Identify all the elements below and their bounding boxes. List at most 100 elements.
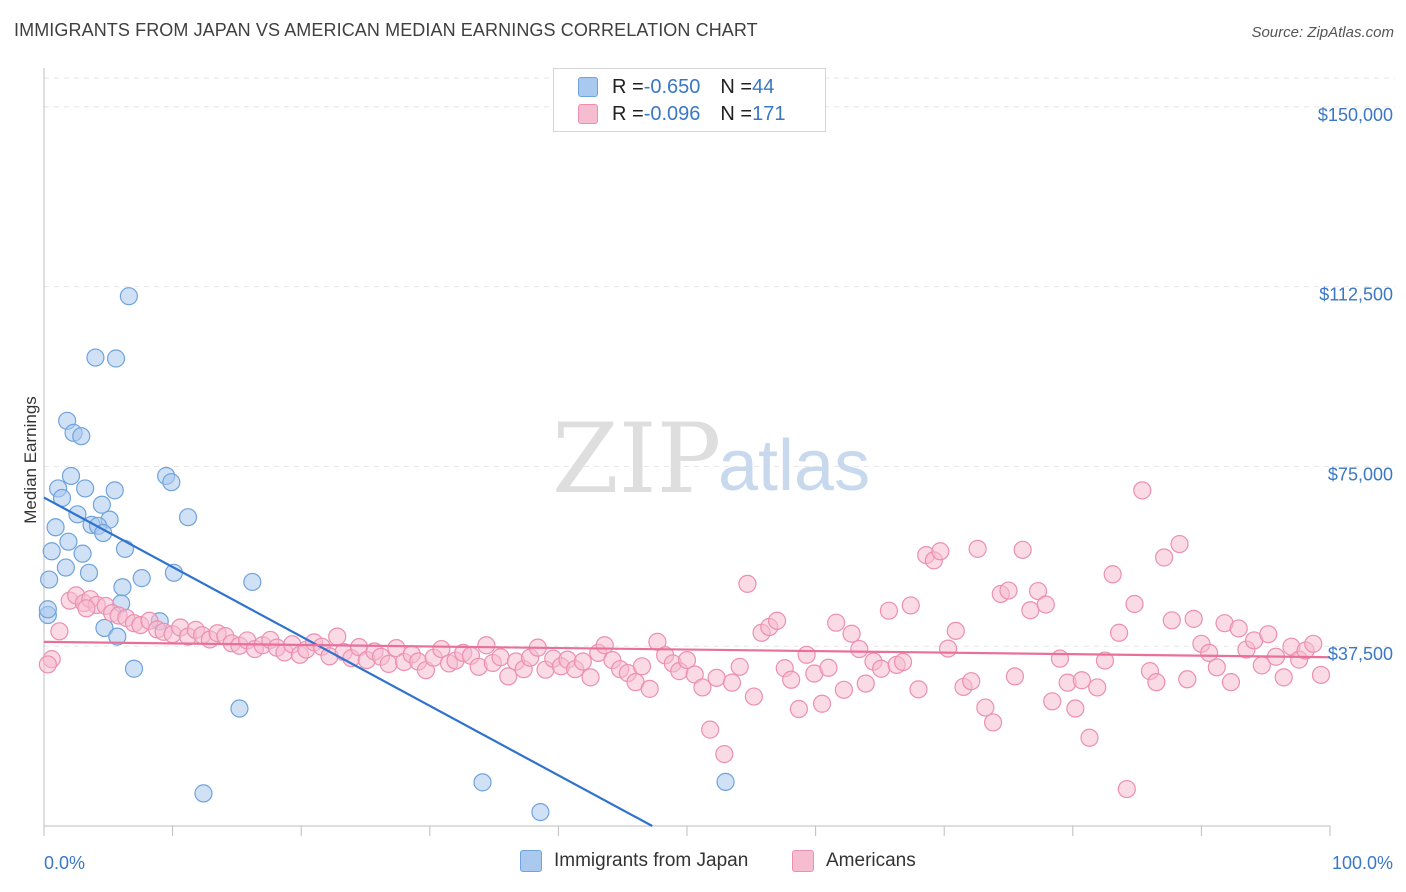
point-japan (56, 558, 75, 577)
point-americans (1117, 779, 1136, 799)
point-americans (328, 627, 347, 646)
point-japan (86, 348, 105, 367)
point-americans (1200, 643, 1219, 663)
legend-n-label: N = (720, 75, 753, 98)
point-japan (105, 481, 124, 500)
point-japan (61, 466, 81, 486)
y-tick-labels: $37,500 $75,000 $112,500 $150,000 (1318, 105, 1393, 664)
point-americans (812, 694, 832, 713)
point-japan (162, 473, 181, 492)
point-americans (879, 601, 899, 620)
point-americans (640, 679, 659, 698)
data-points (38, 287, 1331, 822)
point-japan (108, 627, 127, 646)
point-americans (744, 687, 763, 706)
point-japan (124, 659, 144, 678)
point-japan (115, 539, 135, 558)
series-swatch-japan (520, 850, 542, 872)
x-tick-label: 100.0% (1332, 853, 1393, 873)
point-japan (72, 427, 91, 446)
point-japan (40, 570, 59, 589)
chart-title: IMMIGRANTS FROM JAPAN VS AMERICAN MEDIAN… (14, 20, 758, 40)
point-americans (581, 668, 600, 687)
point-japan (716, 772, 735, 791)
point-japan (95, 618, 114, 638)
legend-swatch-japan (578, 77, 598, 97)
grid-lines (44, 77, 1395, 647)
y-tick-label: $112,500 (1319, 285, 1393, 305)
point-americans (1103, 565, 1122, 584)
point-americans (1043, 692, 1062, 711)
point-japan (113, 578, 132, 597)
point-americans (1013, 540, 1032, 559)
point-americans (1088, 678, 1107, 697)
point-americans (387, 639, 406, 658)
point-americans (872, 659, 891, 678)
point-japan (92, 495, 111, 514)
point-americans (1184, 609, 1203, 628)
series-legend-japan[interactable]: Immigrants from Japan (520, 850, 748, 872)
point-americans (648, 632, 667, 651)
point-americans (1005, 667, 1025, 686)
point-americans (999, 581, 1018, 600)
point-americans (938, 639, 958, 658)
point-japan (68, 505, 87, 524)
point-americans (1072, 671, 1091, 690)
point-americans (1109, 623, 1129, 642)
y-axis-label: Median Earnings (21, 396, 40, 524)
point-japan (79, 563, 99, 582)
point-americans (1155, 548, 1174, 567)
trend-lines (43, 496, 1331, 827)
point-japan (119, 287, 138, 306)
legend-n-value: 171 (752, 102, 786, 125)
point-americans (38, 655, 57, 674)
point-americans (827, 613, 846, 632)
point-americans (1229, 619, 1248, 638)
trend-line-americans (43, 640, 1331, 659)
point-americans (1274, 668, 1293, 687)
point-americans (707, 668, 726, 687)
legend-r-label: R = (612, 102, 644, 125)
point-americans (715, 744, 734, 764)
point-americans (477, 636, 496, 655)
point-americans (499, 667, 518, 686)
point-americans (819, 658, 838, 677)
legend-r-value: -0.096 (643, 102, 701, 125)
point-americans (1125, 594, 1144, 614)
point-japan (243, 572, 262, 592)
point-americans (491, 648, 510, 667)
point-japan (230, 699, 249, 718)
legend-row-americans: R = -0.096 N = 171 (578, 102, 785, 126)
series-legend: Immigrants from Japan Americans (0, 850, 1406, 878)
x-tick-labels: 0.0% 100.0% (44, 853, 1393, 873)
axes (43, 68, 1331, 836)
point-americans (632, 657, 652, 676)
legend-r-label: R = (612, 75, 644, 98)
point-japan (531, 802, 550, 822)
point-americans (856, 674, 875, 693)
point-americans (797, 645, 816, 664)
point-americans (789, 699, 808, 719)
series-legend-label: Immigrants from Japan (554, 850, 749, 871)
point-americans (432, 639, 451, 659)
point-americans (767, 611, 787, 630)
point-americans (1170, 534, 1189, 554)
point-americans (1311, 665, 1331, 685)
point-japan (178, 508, 198, 527)
legend-n-label: N = (720, 102, 753, 125)
point-americans (1162, 611, 1181, 630)
point-japan (194, 784, 213, 803)
point-americans (50, 622, 69, 641)
point-americans (976, 698, 995, 717)
point-americans (782, 670, 801, 689)
point-americans (962, 672, 981, 691)
point-americans (1259, 625, 1278, 644)
point-japan (46, 518, 65, 537)
point-japan (473, 773, 492, 792)
point-americans (1050, 649, 1070, 668)
point-americans (1036, 595, 1055, 614)
point-americans (1080, 728, 1099, 747)
series-legend-americans[interactable]: Americans (792, 850, 916, 872)
x-tick-label: 0.0% (44, 853, 85, 873)
point-japan (38, 600, 57, 619)
